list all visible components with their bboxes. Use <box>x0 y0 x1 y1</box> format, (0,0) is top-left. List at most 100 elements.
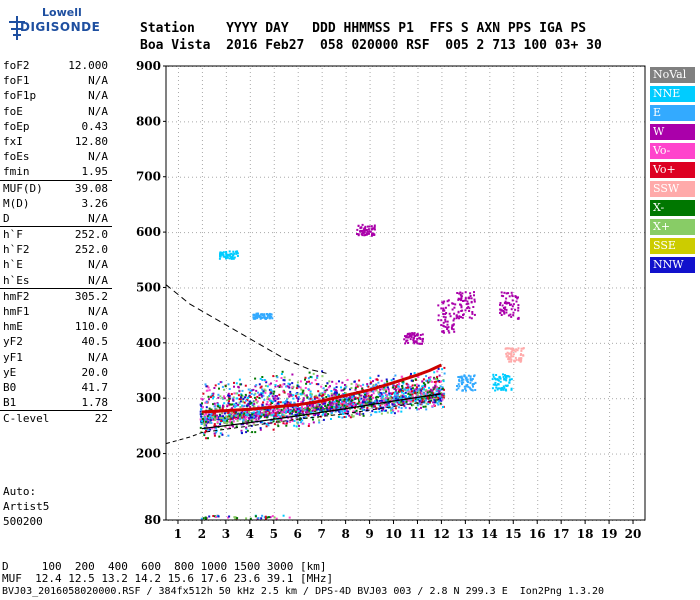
grid-dot <box>273 172 275 173</box>
grid-dot <box>273 80 275 81</box>
grid-dot <box>376 287 377 289</box>
grid-dot <box>249 468 251 469</box>
grid-dot <box>417 320 419 321</box>
grid-dot <box>513 440 515 441</box>
grid-dot <box>633 280 635 281</box>
grid-dot <box>441 376 443 377</box>
grid-dot <box>465 452 467 453</box>
grid-dot <box>417 504 419 505</box>
grid-dot <box>328 287 329 289</box>
grid-dot <box>249 368 251 369</box>
grid-dot <box>585 404 587 405</box>
grid-dot <box>537 100 539 101</box>
grid-dot <box>489 112 491 113</box>
grid-dot <box>392 176 393 178</box>
grid-dot <box>225 300 227 301</box>
grid-dot <box>489 120 491 121</box>
grid-dot <box>412 176 413 178</box>
grid-dot <box>441 276 443 277</box>
grid-dot <box>345 452 347 453</box>
grid-dot <box>177 260 179 261</box>
grid-dot <box>393 220 395 221</box>
grid-dot <box>624 342 625 344</box>
grid-dot <box>480 342 481 344</box>
echo-point <box>241 389 244 392</box>
grid-dot <box>609 232 611 233</box>
grid-dot <box>201 488 203 489</box>
grid-dot <box>177 328 179 329</box>
echo-point <box>247 422 250 425</box>
echo-point <box>429 378 431 381</box>
grid-dot <box>417 360 419 361</box>
echo-point <box>310 395 313 398</box>
grid-dot <box>177 148 179 149</box>
grid-dot <box>516 398 517 400</box>
grid-dot <box>192 232 193 234</box>
grid-dot <box>256 232 257 234</box>
echo-point <box>330 413 333 416</box>
echo-point <box>235 402 238 405</box>
grid-dot <box>321 316 323 317</box>
echo-point <box>422 384 425 387</box>
grid-dot <box>321 312 323 313</box>
chart-grid <box>168 66 645 521</box>
grid-dot <box>465 336 467 337</box>
grid-dot <box>369 332 371 333</box>
grid-dot <box>561 492 563 493</box>
grid-dot <box>513 512 515 513</box>
grid-dot <box>352 121 353 123</box>
grid-dot <box>561 288 563 289</box>
grid-dot <box>513 288 515 289</box>
grid-dot <box>585 224 587 225</box>
grid-dot <box>177 116 179 117</box>
grid-dot <box>440 342 441 344</box>
grid-dot <box>585 196 587 197</box>
grid-dot <box>632 342 633 344</box>
grid-dot <box>585 240 587 241</box>
grid-dot <box>585 468 587 469</box>
grid-dot <box>544 176 545 178</box>
grid-dot <box>297 220 299 221</box>
grid-dot <box>513 484 515 485</box>
grid-dot <box>488 398 489 400</box>
grid-dot <box>201 284 203 285</box>
grid-dot <box>177 240 179 241</box>
grid-dot <box>556 453 557 455</box>
grid-dot <box>249 472 251 473</box>
grid-dot <box>177 416 179 417</box>
grid-dot <box>560 121 561 123</box>
grid-dot <box>576 121 577 123</box>
grid-dot <box>436 453 437 455</box>
grid-dot <box>192 398 193 400</box>
grid-dot <box>308 453 309 455</box>
grid-dot <box>633 260 635 261</box>
grid-dot <box>633 72 635 73</box>
grid-dot <box>585 376 587 377</box>
grid-dot <box>345 300 347 301</box>
grid-dot <box>201 440 203 441</box>
grid-dot <box>441 300 443 301</box>
grid-dot <box>225 100 227 101</box>
grid-dot <box>441 80 443 81</box>
echo-point <box>386 411 389 414</box>
grid-dot <box>640 287 641 289</box>
grid-dot <box>620 342 621 344</box>
grid-dot <box>393 148 395 149</box>
grid-dot <box>489 232 491 233</box>
grid-dot <box>432 342 433 344</box>
echo-point <box>398 396 401 399</box>
grid-dot <box>393 424 395 425</box>
grid-dot <box>464 232 465 234</box>
grid-dot <box>297 120 299 121</box>
grid-dot <box>489 448 491 449</box>
grid-dot <box>417 260 419 261</box>
grid-dot <box>225 172 227 173</box>
grid-dot <box>393 472 395 473</box>
grid-dot <box>297 180 299 181</box>
grid-dot <box>249 176 251 177</box>
echo-point <box>390 408 393 411</box>
grid-dot <box>297 192 299 193</box>
echo-points <box>199 223 525 520</box>
echo-point <box>293 424 296 427</box>
grid-dot <box>248 453 249 455</box>
